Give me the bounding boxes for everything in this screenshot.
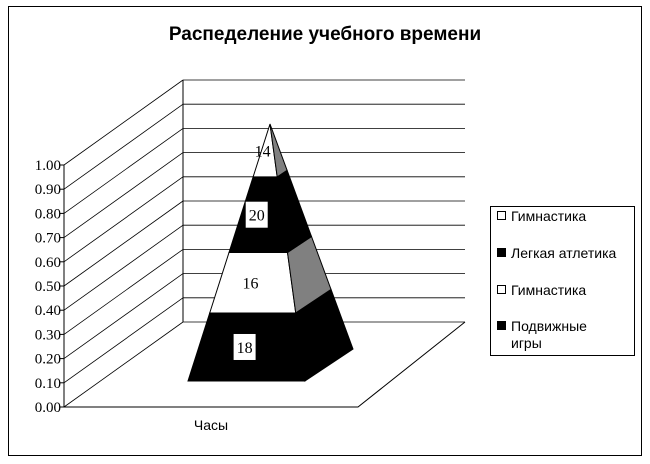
- side-gridline: [63, 200, 184, 287]
- legend: Гимнастика Легкая атлетика Гимнастика Подви…: [490, 206, 635, 356]
- legend-label: Гимнастика: [511, 208, 586, 224]
- side-gridline: [63, 273, 184, 359]
- side-gridline: [63, 152, 184, 238]
- side-gridline: [63, 103, 184, 190]
- y-tick-label: 0.60: [35, 255, 61, 271]
- side-gridline: [63, 321, 184, 408]
- side-gridline: [63, 128, 184, 214]
- data-label: 14: [255, 143, 271, 160]
- side-gridline: [63, 297, 184, 384]
- data-label: 16: [242, 276, 258, 293]
- chart-title: Распеделение учебного времени: [169, 24, 481, 45]
- y-tick-label: 0.10: [35, 376, 61, 392]
- legend-label: Гимнастика: [511, 282, 586, 298]
- side-gridline: [63, 79, 184, 166]
- y-tick-label: 0.70: [35, 231, 61, 247]
- data-label-box: [245, 201, 268, 228]
- data-label: 18: [237, 340, 253, 357]
- side-gridline: [63, 176, 184, 263]
- legend-swatch: [497, 285, 506, 294]
- legend-label: Подвижные игры: [511, 318, 587, 351]
- side-gridline: [63, 224, 184, 311]
- pyramid-segment-side: [269, 123, 288, 178]
- y-tick-label: 0.40: [35, 303, 61, 319]
- side-gridline: [63, 249, 184, 335]
- y-tick-label: 0.00: [35, 400, 61, 416]
- legend-box: [490, 206, 635, 356]
- y-tick-label: 0.50: [35, 279, 61, 295]
- y-tick-label: 0.90: [35, 182, 61, 198]
- legend-swatch: [497, 321, 506, 330]
- y-tick-label: 0.20: [35, 352, 61, 368]
- y-tick-label: 0.80: [35, 206, 61, 222]
- legend-swatch: [497, 248, 506, 257]
- y-tick-label: 1.00: [35, 158, 61, 174]
- legend-label: Легкая атлетика: [511, 245, 617, 261]
- legend-swatch: [497, 211, 506, 220]
- x-tick-label: Часы: [194, 417, 228, 433]
- data-label: 20: [249, 208, 265, 225]
- y-tick-label: 0.30: [35, 327, 61, 343]
- data-label-box: [233, 333, 256, 360]
